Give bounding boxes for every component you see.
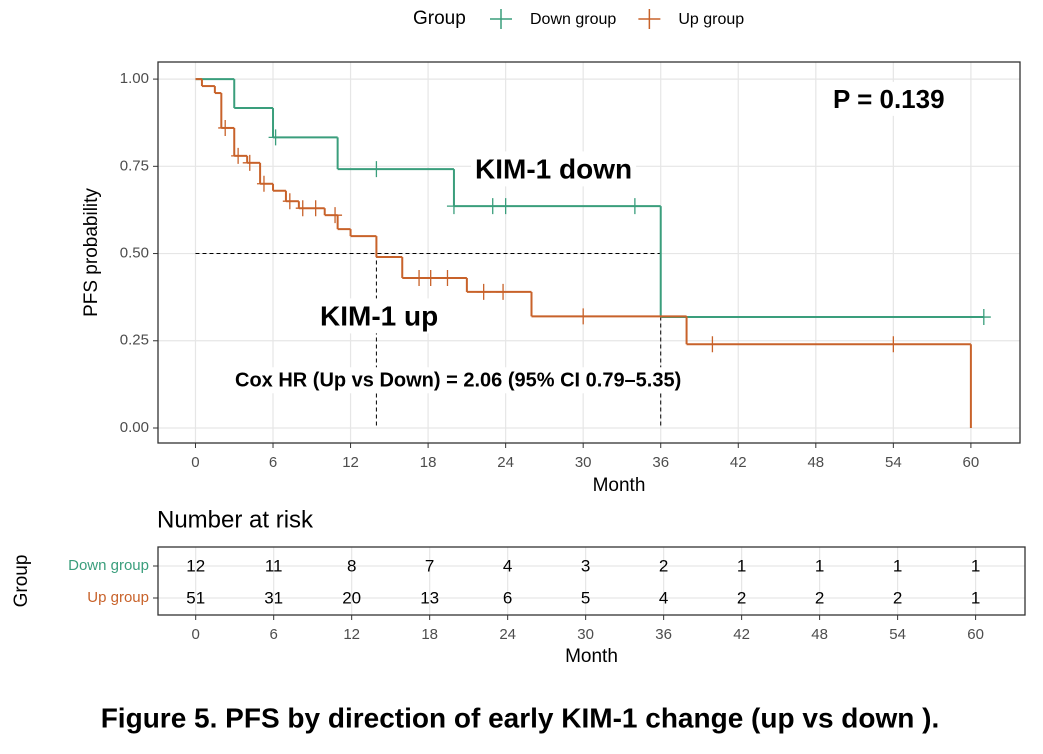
risk-table-title: Number at risk (157, 506, 314, 533)
censor-mark (496, 283, 511, 300)
risk-count: 2 (893, 588, 902, 607)
risk-count: 3 (581, 556, 590, 575)
risk-count: 51 (186, 588, 205, 607)
x-tick-label: 18 (420, 454, 437, 471)
row-label: Down group (68, 557, 149, 574)
risk-count: 6 (503, 588, 512, 607)
y-tick-label: 0.75 (120, 157, 149, 174)
annotation: Cox HR (Up vs Down) = 2.06 (95% CI 0.79–… (235, 369, 681, 391)
x-tick-label: 24 (499, 626, 516, 643)
censor-mark (328, 207, 343, 224)
censor-mark (476, 283, 491, 300)
risk-count: 12 (186, 556, 205, 575)
annotation: P = 0.139 (833, 84, 945, 114)
risk-count: 2 (737, 588, 746, 607)
risk-count: 20 (342, 588, 361, 607)
x-tick-label: 6 (269, 454, 277, 471)
table-x-title: Month (565, 646, 618, 667)
x-tick-label: 36 (655, 626, 672, 643)
risk-count: 31 (264, 588, 283, 607)
x-tick-label: 36 (652, 454, 669, 471)
x-tick-label: 6 (270, 626, 278, 643)
x-tick-label: 12 (342, 454, 359, 471)
x-tick-label: 60 (963, 454, 980, 471)
x-tick-label: 18 (421, 626, 438, 643)
annotation-bg (829, 81, 949, 116)
annotation: KIM-1 up (320, 300, 438, 331)
annotation-bg (471, 151, 637, 187)
risk-count: 7 (425, 556, 434, 575)
censor-mark (282, 193, 297, 210)
legend-title: Group (413, 8, 466, 29)
censor-mark (231, 147, 246, 164)
risk-count: 8 (347, 556, 356, 575)
y-tick-label: 0.25 (120, 332, 149, 349)
risk-count: 5 (581, 588, 590, 607)
x-tick-label: 30 (575, 454, 592, 471)
row-label: Up group (87, 589, 149, 606)
x-tick-label: 48 (807, 454, 824, 471)
legend-marker (638, 9, 661, 29)
censor-mark (423, 269, 438, 286)
censor-mark (268, 129, 283, 146)
censor-mark (627, 198, 642, 215)
x-tick-label: 42 (730, 454, 747, 471)
censor-mark (976, 309, 991, 326)
legend-marker (490, 9, 512, 29)
risk-count: 13 (420, 588, 439, 607)
risk-count: 2 (659, 556, 668, 575)
y-tick-label: 0.50 (120, 245, 149, 262)
legend-label: Up group (678, 11, 744, 28)
risk-count: 4 (659, 588, 668, 607)
annotation-bg (316, 298, 443, 334)
censor-mark (886, 336, 901, 353)
censor-mark (308, 200, 323, 217)
x-tick-label: 12 (343, 626, 360, 643)
annotation-bg (231, 367, 686, 394)
table-y-title: Group (11, 555, 32, 608)
y-tick-label: 1.00 (120, 70, 149, 87)
censor-mark (218, 119, 233, 136)
censor-mark (576, 308, 591, 325)
x-tick-label: 24 (497, 454, 514, 471)
table-frame (157, 546, 1026, 616)
x-tick-label: 60 (967, 626, 984, 643)
censor-mark (369, 161, 384, 178)
risk-count: 4 (503, 556, 512, 575)
risk-count: 1 (815, 556, 824, 575)
censor-mark (485, 198, 500, 215)
y-axis-title: PFS probability (81, 188, 102, 317)
x-tick-label: 0 (192, 626, 200, 643)
censor-mark (446, 198, 461, 215)
censor-mark (256, 175, 271, 192)
censor-mark (705, 336, 720, 353)
caption: Figure 5. PFS by direction of early KIM-… (101, 702, 940, 733)
annotation: KIM-1 down (475, 153, 632, 184)
y-tick-label: 0.00 (120, 419, 149, 436)
risk-count: 1 (971, 588, 980, 607)
risk-count: 1 (737, 556, 746, 575)
x-tick-label: 54 (885, 454, 902, 471)
risk-count: 11 (265, 556, 283, 575)
censor-mark (242, 154, 257, 171)
legend-label: Down group (530, 11, 616, 28)
risk-count: 1 (971, 556, 980, 575)
x-tick-label: 48 (811, 626, 828, 643)
censor-mark (295, 200, 310, 217)
risk-count: 2 (815, 588, 824, 607)
x-tick-label: 54 (889, 626, 906, 643)
x-tick-label: 0 (191, 454, 199, 471)
plot-frame (157, 61, 1021, 444)
censor-mark (498, 198, 513, 215)
censor-mark (440, 269, 455, 286)
x-axis-title: Month (593, 475, 646, 496)
risk-count: 1 (893, 556, 902, 575)
x-tick-label: 42 (733, 626, 750, 643)
x-tick-label: 30 (577, 626, 594, 643)
